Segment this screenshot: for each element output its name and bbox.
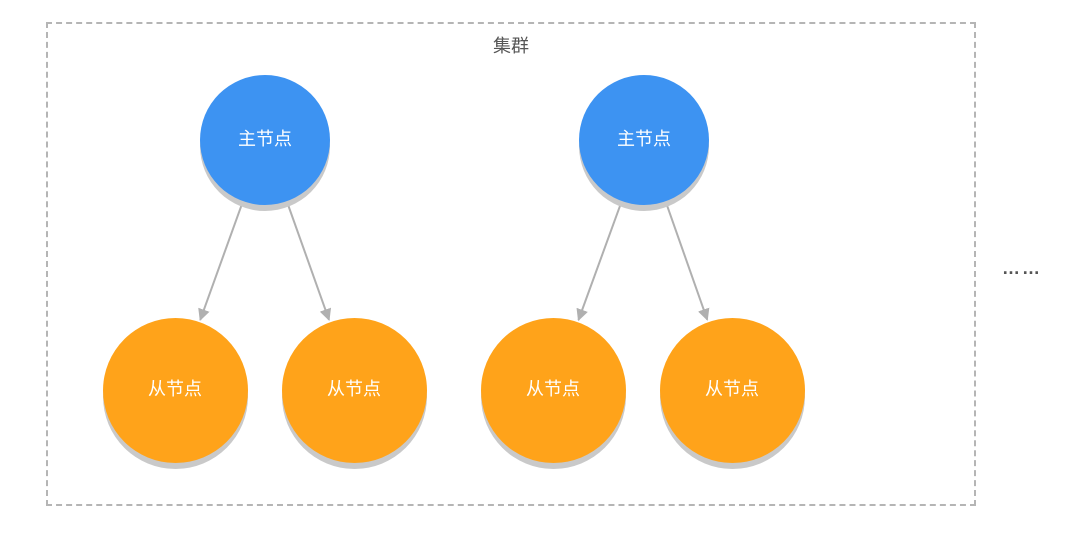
slave-node: 从节点 [282, 318, 427, 463]
node-label: 从节点 [526, 379, 580, 401]
node-label: 从节点 [705, 379, 759, 401]
node-label: 主节点 [238, 129, 292, 151]
slave-node: 从节点 [660, 318, 805, 463]
cluster-title: 集群 [493, 32, 529, 58]
master-node: 主节点 [200, 75, 330, 205]
node-label: 从节点 [148, 379, 202, 401]
diagram-canvas: 集群 主节点 主节点从节点 从节点 从节点 从节点 …… [0, 0, 1080, 550]
node-label: 主节点 [617, 129, 671, 151]
node-label: 从节点 [327, 379, 381, 401]
slave-node: 从节点 [481, 318, 626, 463]
slave-node: 从节点 [103, 318, 248, 463]
master-node: 主节点 [579, 75, 709, 205]
ellipsis-text: …… [1002, 258, 1042, 279]
